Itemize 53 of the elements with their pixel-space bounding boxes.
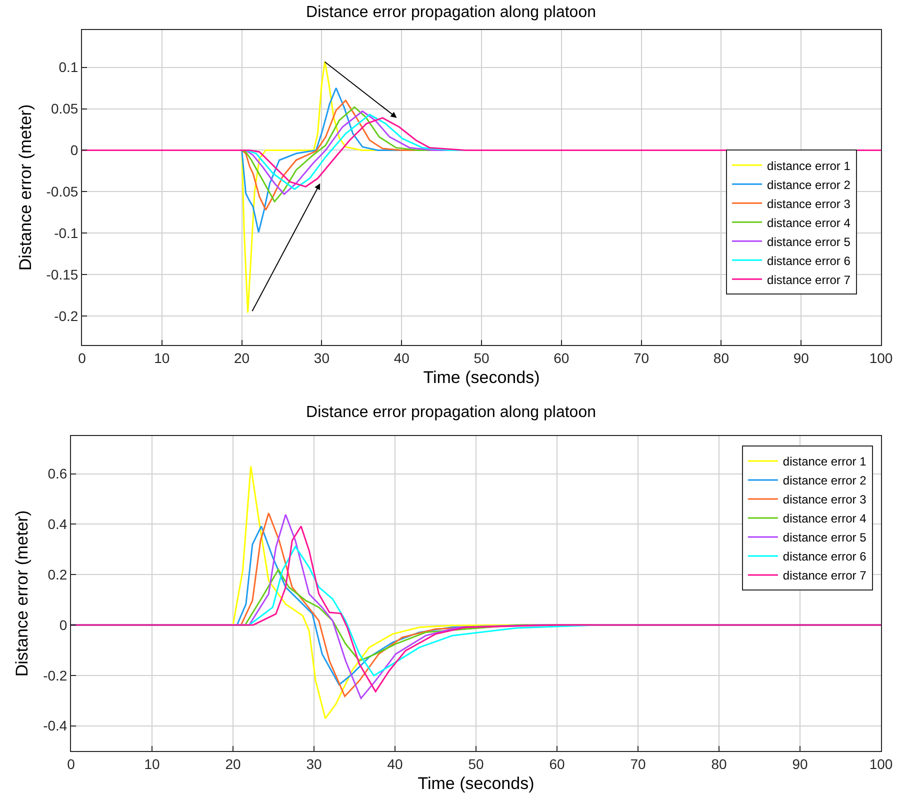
legend-label: distance error 1 — [782, 454, 867, 469]
legend-label: distance error 5 — [767, 234, 851, 249]
legend-label: distance error 2 — [782, 474, 867, 488]
x-tick-label: 60 — [549, 756, 565, 772]
x-tick-label: 10 — [154, 350, 170, 366]
x-tick-label: 50 — [474, 350, 490, 366]
legend-label: distance error 1 — [767, 158, 851, 173]
y-axis-title: Distance error (meter) — [16, 104, 35, 271]
x-tick-label: 60 — [554, 350, 570, 366]
y-tick-label: 0 — [70, 142, 78, 158]
y-axis-title: Distance error (meter) — [12, 510, 32, 677]
x-tick-label: 100 — [869, 756, 893, 772]
legend-label: distance error 4 — [767, 216, 851, 230]
chart-title: Distance error propagation along platoon — [306, 404, 596, 422]
y-tick-label: -0.4 — [43, 718, 68, 734]
y-tick-label: -0.2 — [43, 667, 68, 684]
x-tick-label: 20 — [234, 350, 250, 366]
chart-title: Distance error propagation along platoon — [306, 4, 596, 22]
legend-label: distance error 7 — [767, 272, 851, 287]
y-tick-label: 0.6 — [48, 466, 68, 482]
legend-label: distance error 4 — [782, 512, 867, 526]
y-tick-label: -0.05 — [46, 184, 78, 200]
x-tick-label: 100 — [869, 350, 893, 366]
legend-label: distance error 3 — [767, 196, 851, 211]
x-tick-label: 90 — [792, 756, 808, 772]
legend-label: distance error 3 — [782, 492, 867, 507]
y-tick-label: -0.2 — [54, 308, 78, 324]
x-tick-label: 40 — [387, 756, 403, 772]
y-tick-label: 0.2 — [48, 566, 68, 582]
y-tick-label: 0.4 — [48, 516, 68, 532]
y-tick-label: -0.1 — [54, 224, 78, 241]
legend-label: distance error 6 — [782, 550, 867, 564]
x-axis-title: Time (seconds) — [418, 774, 534, 794]
x-axis-title: Time (seconds) — [423, 368, 540, 388]
y-tick-label: 0.1 — [58, 59, 78, 76]
x-tick-label: 70 — [630, 756, 646, 772]
x-tick-label: 90 — [793, 350, 810, 366]
legend-label: distance error 5 — [782, 530, 867, 545]
x-tick-label: 50 — [468, 756, 484, 772]
legend-label: distance error 6 — [767, 254, 851, 268]
x-tick-label: 70 — [634, 350, 650, 366]
y-tick-label: -0.15 — [46, 266, 78, 282]
x-tick-label: 20 — [225, 756, 241, 772]
legend-label: distance error 2 — [767, 178, 851, 192]
x-tick-label: 40 — [394, 350, 410, 366]
y-tick-label: 0 — [59, 616, 68, 633]
x-tick-label: 10 — [144, 756, 160, 772]
x-tick-label: 80 — [711, 756, 727, 772]
x-tick-label: 30 — [306, 756, 322, 772]
x-tick-label: 80 — [713, 350, 730, 366]
x-tick-label: 30 — [314, 350, 330, 366]
legend-label: distance error 7 — [782, 568, 867, 583]
y-tick-label: 0.05 — [50, 100, 78, 117]
